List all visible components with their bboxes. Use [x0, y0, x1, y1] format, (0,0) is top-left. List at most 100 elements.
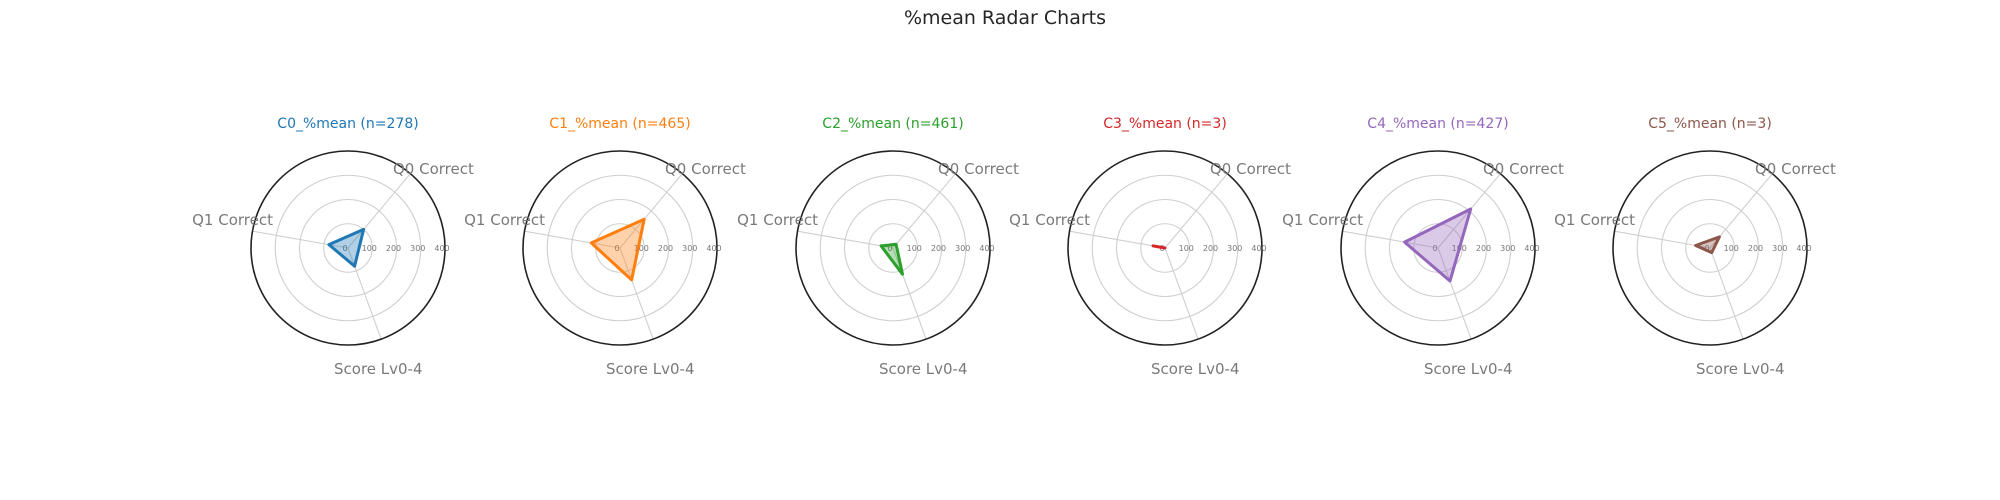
data-point	[1448, 279, 1452, 283]
radial-tick-label: 300	[1227, 244, 1242, 253]
radial-tick-label: 0	[887, 244, 892, 253]
axis-spoke	[1342, 230, 1439, 249]
axis-label: Q0 Correct	[1755, 160, 1836, 178]
radar-panel-1: C1_%mean (n=465) 0 100 200 300 400 Q0 Correct Q…	[464, 116, 746, 378]
axis-label: Q0 Correct	[393, 160, 474, 178]
grid-circle	[1115, 198, 1215, 298]
panel-title: C3_%mean (n=3)	[1103, 116, 1227, 132]
radial-tick-label: 0	[342, 244, 347, 253]
radar-panels: C0_%mean (n=278) 0 100 200 300 400 Q0 Correct Q…	[192, 116, 1836, 378]
axis-spoke	[1069, 230, 1166, 249]
data-point	[630, 278, 633, 282]
grid-circle	[570, 198, 670, 298]
radar-panel-5: C5_%mean (n=3) 0 100 200 300 400 Q0 Correct Q1 …	[1554, 116, 1836, 378]
radial-tick-label: 400	[1796, 244, 1811, 253]
radar-frame	[250, 150, 446, 346]
data-point	[879, 244, 883, 248]
radial-tick-label: 200	[1748, 244, 1763, 253]
radar-frame	[1340, 150, 1536, 346]
grid-circle	[1685, 223, 1735, 273]
axis-spoke	[1437, 247, 1472, 340]
grid-circle	[546, 174, 694, 322]
radial-tick-label: 300	[955, 244, 970, 253]
radial-tick-label: 100	[634, 244, 649, 253]
data-point	[1710, 251, 1713, 254]
radial-tick-label: 400	[706, 244, 721, 253]
axis-label: Q0 Correct	[938, 160, 1019, 178]
axis-label: Score Lv0-4	[606, 360, 695, 378]
radar-panel-2: C2_%mean (n=461) 0 100 200 300 400 Q0 Correct Q…	[737, 116, 1019, 378]
radial-tick-label: 300	[1500, 244, 1515, 253]
axis-label: Q1 Correct	[737, 211, 818, 229]
axis-label: Score Lv0-4	[879, 360, 968, 378]
data-polygon	[589, 217, 646, 282]
axis-label: Q0 Correct	[1210, 160, 1291, 178]
radial-tick-label: 200	[658, 244, 673, 253]
data-point	[901, 273, 904, 276]
grid-circle	[1364, 174, 1512, 322]
radial-tick-label: 300	[1772, 244, 1787, 253]
data-point	[1403, 240, 1406, 244]
grid-circle	[298, 198, 398, 298]
panel-title: C2_%mean (n=461)	[822, 116, 963, 132]
data-polygon	[879, 242, 904, 276]
axis-spoke	[347, 173, 411, 249]
axis-spoke	[347, 247, 382, 340]
radial-tick-label: 300	[410, 244, 425, 253]
radial-tick-label: 0	[1704, 244, 1709, 253]
grid-circle	[868, 223, 918, 273]
axis-spoke	[1614, 230, 1711, 249]
radial-tick-label: 400	[434, 244, 449, 253]
radial-tick-label: 400	[979, 244, 994, 253]
data-point	[590, 241, 593, 245]
panel-title: C5_%mean (n=3)	[1648, 116, 1772, 132]
radial-tick-label: 300	[682, 244, 697, 253]
axis-spoke	[619, 247, 654, 340]
axis-spoke	[797, 230, 894, 249]
radial-tick-label: 400	[1524, 244, 1539, 253]
radar-panel-0: C0_%mean (n=278) 0 100 200 300 400 Q0 Correct Q…	[192, 116, 474, 378]
axis-label: Q1 Correct	[192, 211, 273, 229]
axis-label: Score Lv0-4	[1696, 360, 1785, 378]
axis-spoke	[252, 230, 349, 249]
axis-label: Q1 Correct	[1282, 211, 1363, 229]
axis-spoke	[1709, 173, 1773, 249]
radial-tick-label: 0	[1432, 244, 1437, 253]
axis-spoke	[524, 230, 621, 249]
data-point	[1163, 246, 1167, 250]
data-point	[362, 228, 365, 231]
panel-title: C1_%mean (n=465)	[549, 116, 690, 132]
radar-frame	[522, 150, 718, 346]
data-point	[894, 243, 898, 246]
grid-circle	[1660, 198, 1760, 298]
grid-circle	[843, 198, 943, 298]
data-point	[1694, 244, 1697, 247]
grid-circle	[274, 174, 422, 322]
data-point	[327, 243, 331, 246]
data-polygon	[1403, 207, 1473, 283]
grid-circle	[819, 174, 967, 322]
axis-label: Score Lv0-4	[334, 360, 423, 378]
radial-tick-label: 200	[1203, 244, 1218, 253]
axis-spoke	[892, 173, 956, 249]
figure-title: %mean Radar Charts	[904, 7, 1106, 29]
grid-circle	[323, 223, 373, 273]
axis-label: Q1 Correct	[464, 211, 545, 229]
radial-tick-label: 400	[1251, 244, 1266, 253]
radar-frame	[795, 150, 991, 346]
axis-label: Q1 Correct	[1554, 211, 1635, 229]
data-polygon	[1694, 235, 1721, 255]
radial-tick-label: 200	[1476, 244, 1491, 253]
data-point	[642, 218, 646, 221]
data-point	[1469, 207, 1472, 211]
grid-circle	[1091, 174, 1239, 322]
data-polygon	[1151, 244, 1167, 250]
grid-circle	[1140, 223, 1190, 273]
grid-circle	[1636, 174, 1784, 322]
data-point	[1718, 235, 1721, 239]
axis-spoke	[1164, 247, 1199, 340]
data-point	[1151, 244, 1155, 248]
